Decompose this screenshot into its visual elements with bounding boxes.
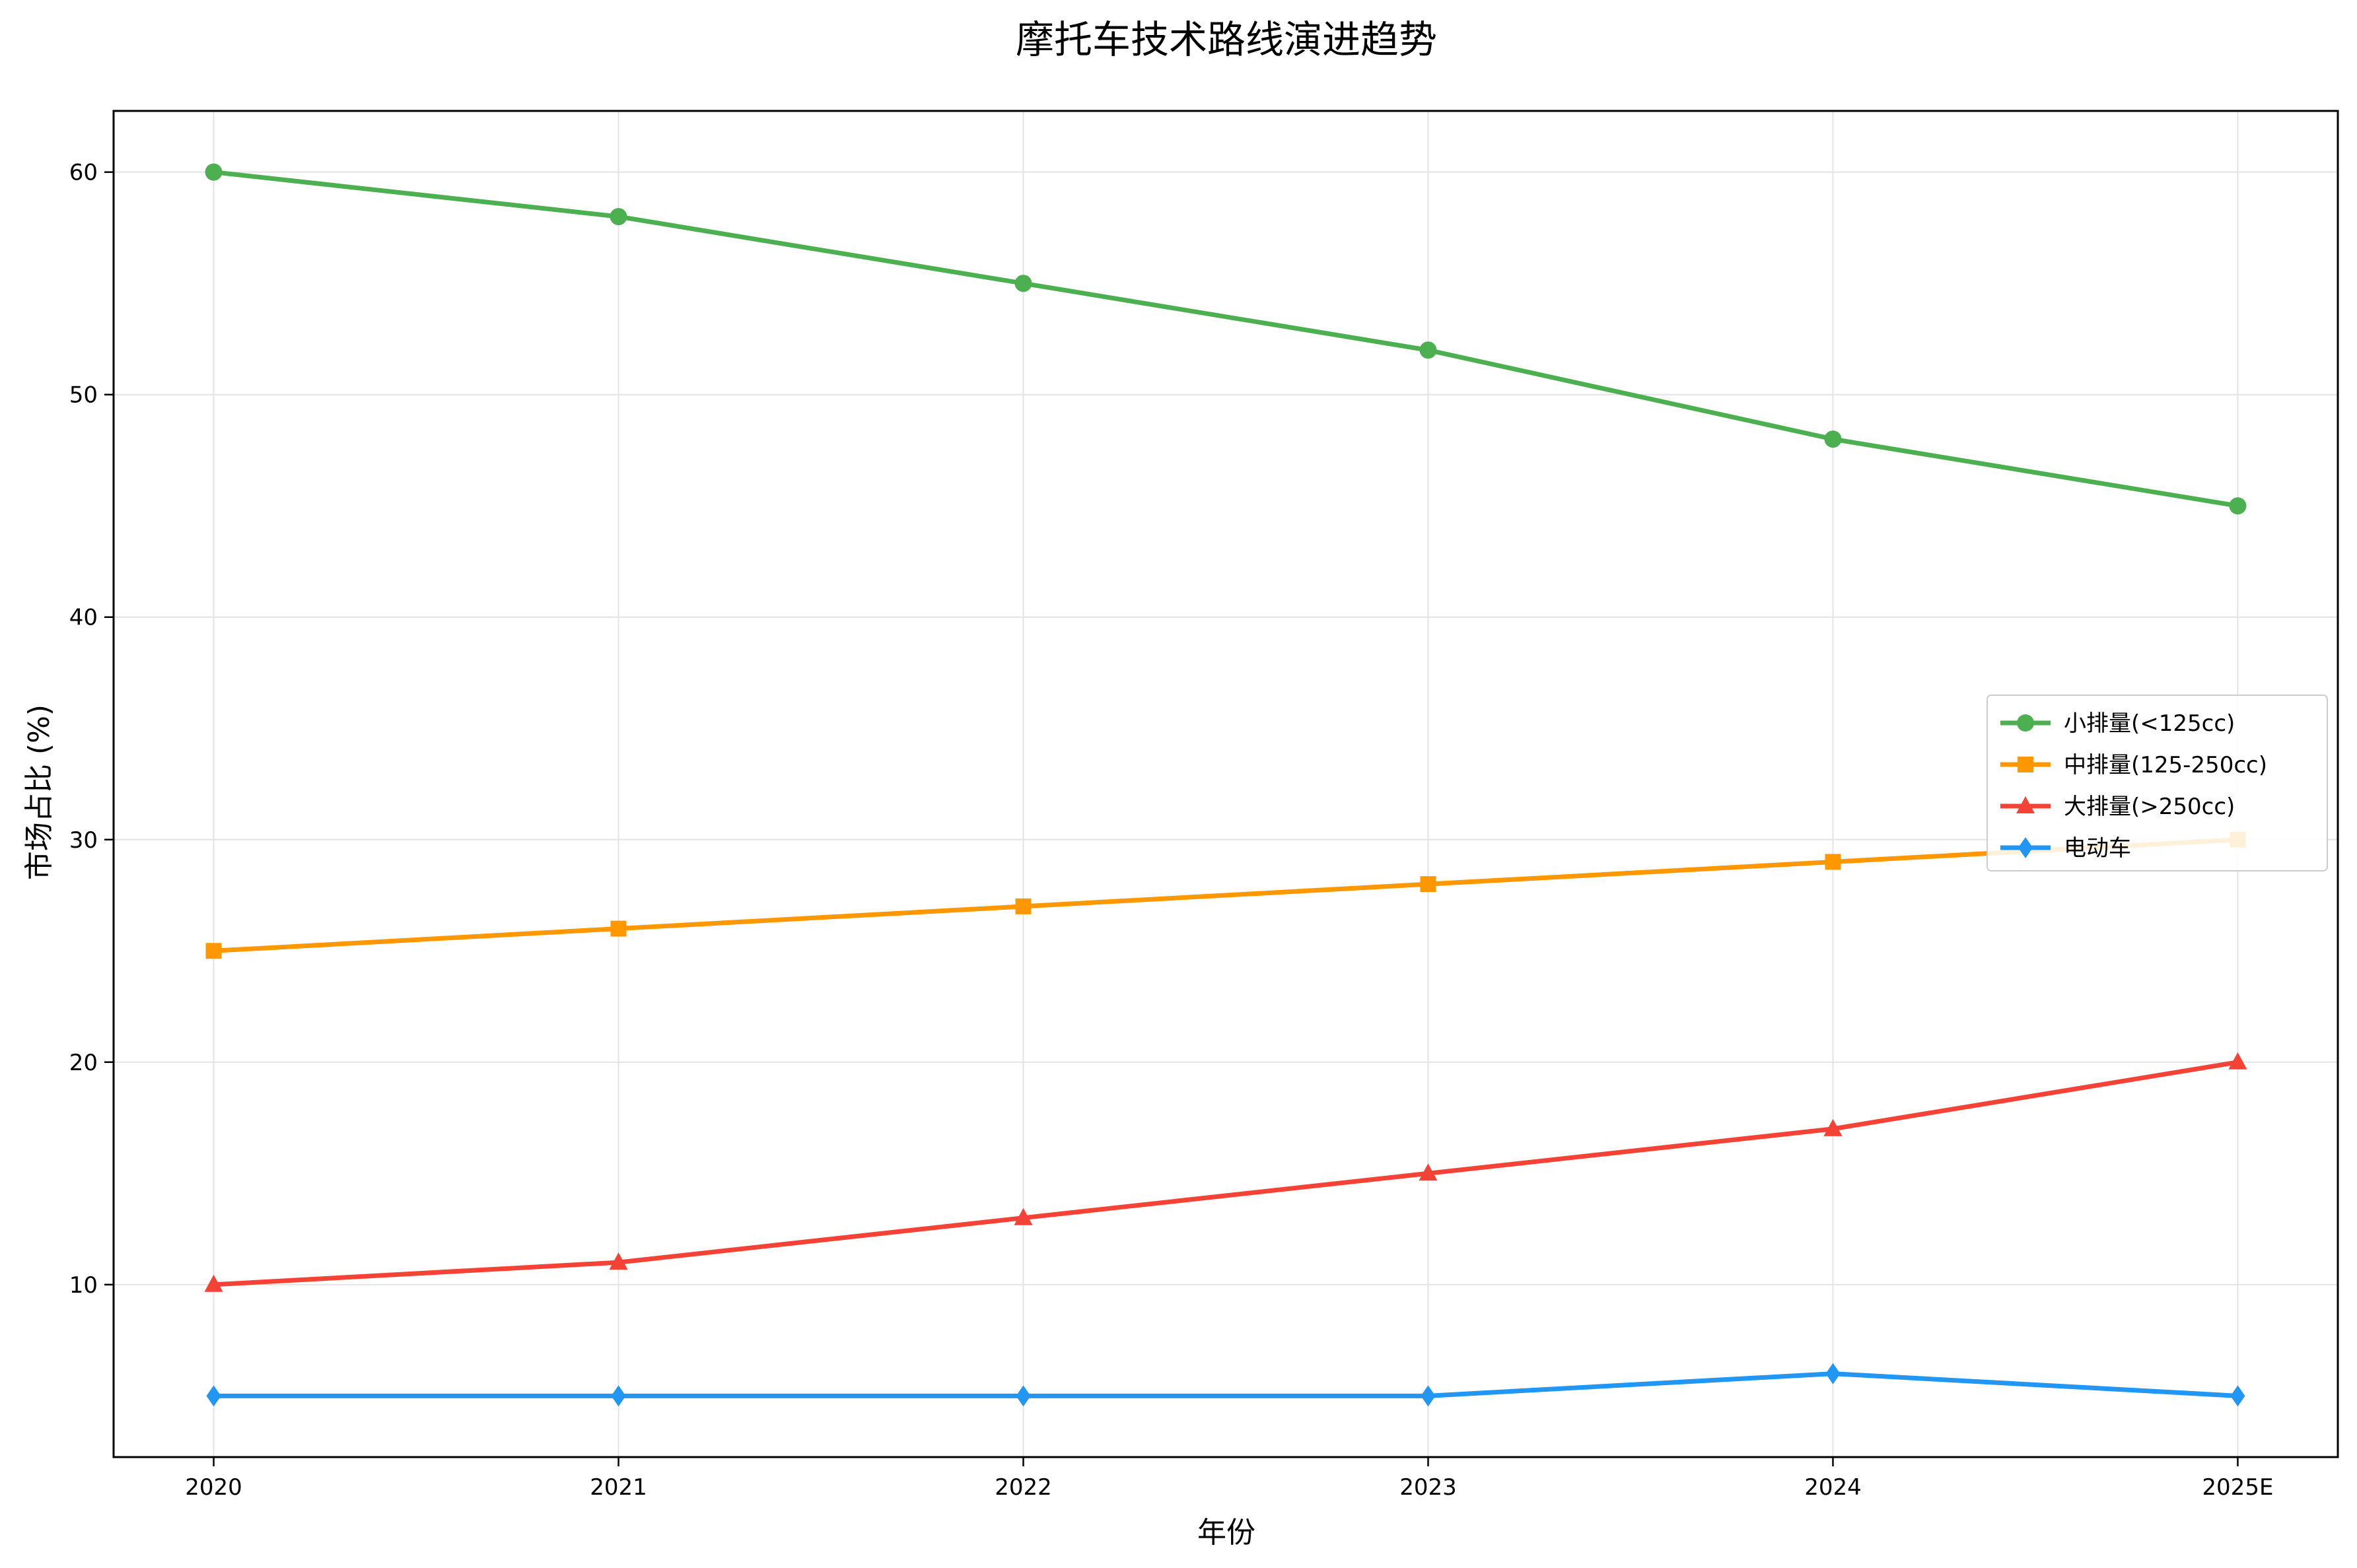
- plot-frame: [112, 110, 2339, 1458]
- series-line: [211, 837, 2240, 953]
- data-point: [1419, 341, 1437, 359]
- legend: 小排量(<125cc) 中排量(125-250cc) 大排量(>250cc) 电动车: [1987, 695, 2328, 871]
- grid-lines: [114, 111, 2338, 1457]
- series-1: [205, 163, 2247, 515]
- data-point: [205, 163, 223, 181]
- x-tick-label: 2020: [185, 1474, 242, 1501]
- data-point: [2228, 1052, 2247, 1070]
- series-3: [204, 1052, 2247, 1292]
- x-tick-label: 2025E: [2202, 1474, 2273, 1501]
- data-point: [1015, 898, 1032, 914]
- series-line: [211, 170, 2240, 508]
- legend-item: 小排量(<125cc): [2000, 710, 2235, 737]
- data-point: [609, 1252, 628, 1270]
- x-tick-label: 2022: [995, 1474, 1052, 1501]
- legend-item: 电动车: [2000, 835, 2131, 862]
- series-line: [211, 1060, 2240, 1287]
- y-tick-label: 60: [69, 160, 98, 186]
- data-point: [1825, 1363, 1841, 1384]
- series-line: [211, 1371, 2240, 1398]
- data-point: [1824, 430, 1842, 448]
- y-tick-label: 10: [69, 1272, 98, 1299]
- x-tick-label: 2024: [1804, 1474, 1862, 1501]
- data-point: [206, 1385, 221, 1407]
- chart-title: 摩托车技术路线演进趋势: [1016, 17, 1437, 62]
- data-point: [1823, 1118, 1843, 1136]
- legend-box: [1987, 695, 2328, 871]
- legend-item: 中排量(125-250cc): [2000, 752, 2267, 778]
- data-point: [1420, 876, 1436, 893]
- y-tick-label: 40: [69, 605, 98, 631]
- x-axis-label: 年份: [1197, 1516, 1255, 1550]
- legend-marker: [2016, 796, 2035, 813]
- axes: 2020 2021 2022 2023 2024 2025E 10 20 30 40 50 60: [69, 110, 2339, 1501]
- data-point: [610, 920, 627, 937]
- x-tick-label: 2021: [590, 1474, 647, 1501]
- data-point: [1014, 1208, 1033, 1225]
- data-point: [2229, 497, 2247, 515]
- legend-label: 大排量(>250cc): [2064, 794, 2235, 820]
- data-point: [610, 208, 627, 226]
- y-tick-label: 50: [69, 382, 98, 409]
- y-tick-label: 30: [69, 827, 98, 854]
- series-layer: [204, 163, 2247, 1407]
- data-point: [611, 1385, 626, 1407]
- data-point: [1421, 1385, 1436, 1407]
- legend-marker: [2017, 714, 2034, 732]
- legend-label: 小排量(<125cc): [2064, 710, 2235, 737]
- legend-marker: [2018, 837, 2033, 858]
- x-tick-label: 2023: [1399, 1474, 1457, 1501]
- legend-label: 中排量(125-250cc): [2064, 752, 2267, 778]
- data-point: [1016, 1385, 1031, 1407]
- y-tick-label: 20: [69, 1050, 98, 1076]
- data-point: [205, 943, 222, 959]
- data-point: [1825, 854, 1841, 870]
- data-point: [204, 1274, 223, 1292]
- data-point: [1014, 275, 1032, 292]
- y-axis-label: 市场占比 (%): [22, 704, 56, 880]
- legend-item: 大排量(>250cc): [2000, 794, 2235, 820]
- legend-marker: [2018, 757, 2033, 772]
- series-4: [206, 1363, 2245, 1407]
- legend-label: 电动车: [2064, 835, 2131, 862]
- data-point: [2230, 1385, 2245, 1407]
- data-point: [1419, 1163, 1438, 1181]
